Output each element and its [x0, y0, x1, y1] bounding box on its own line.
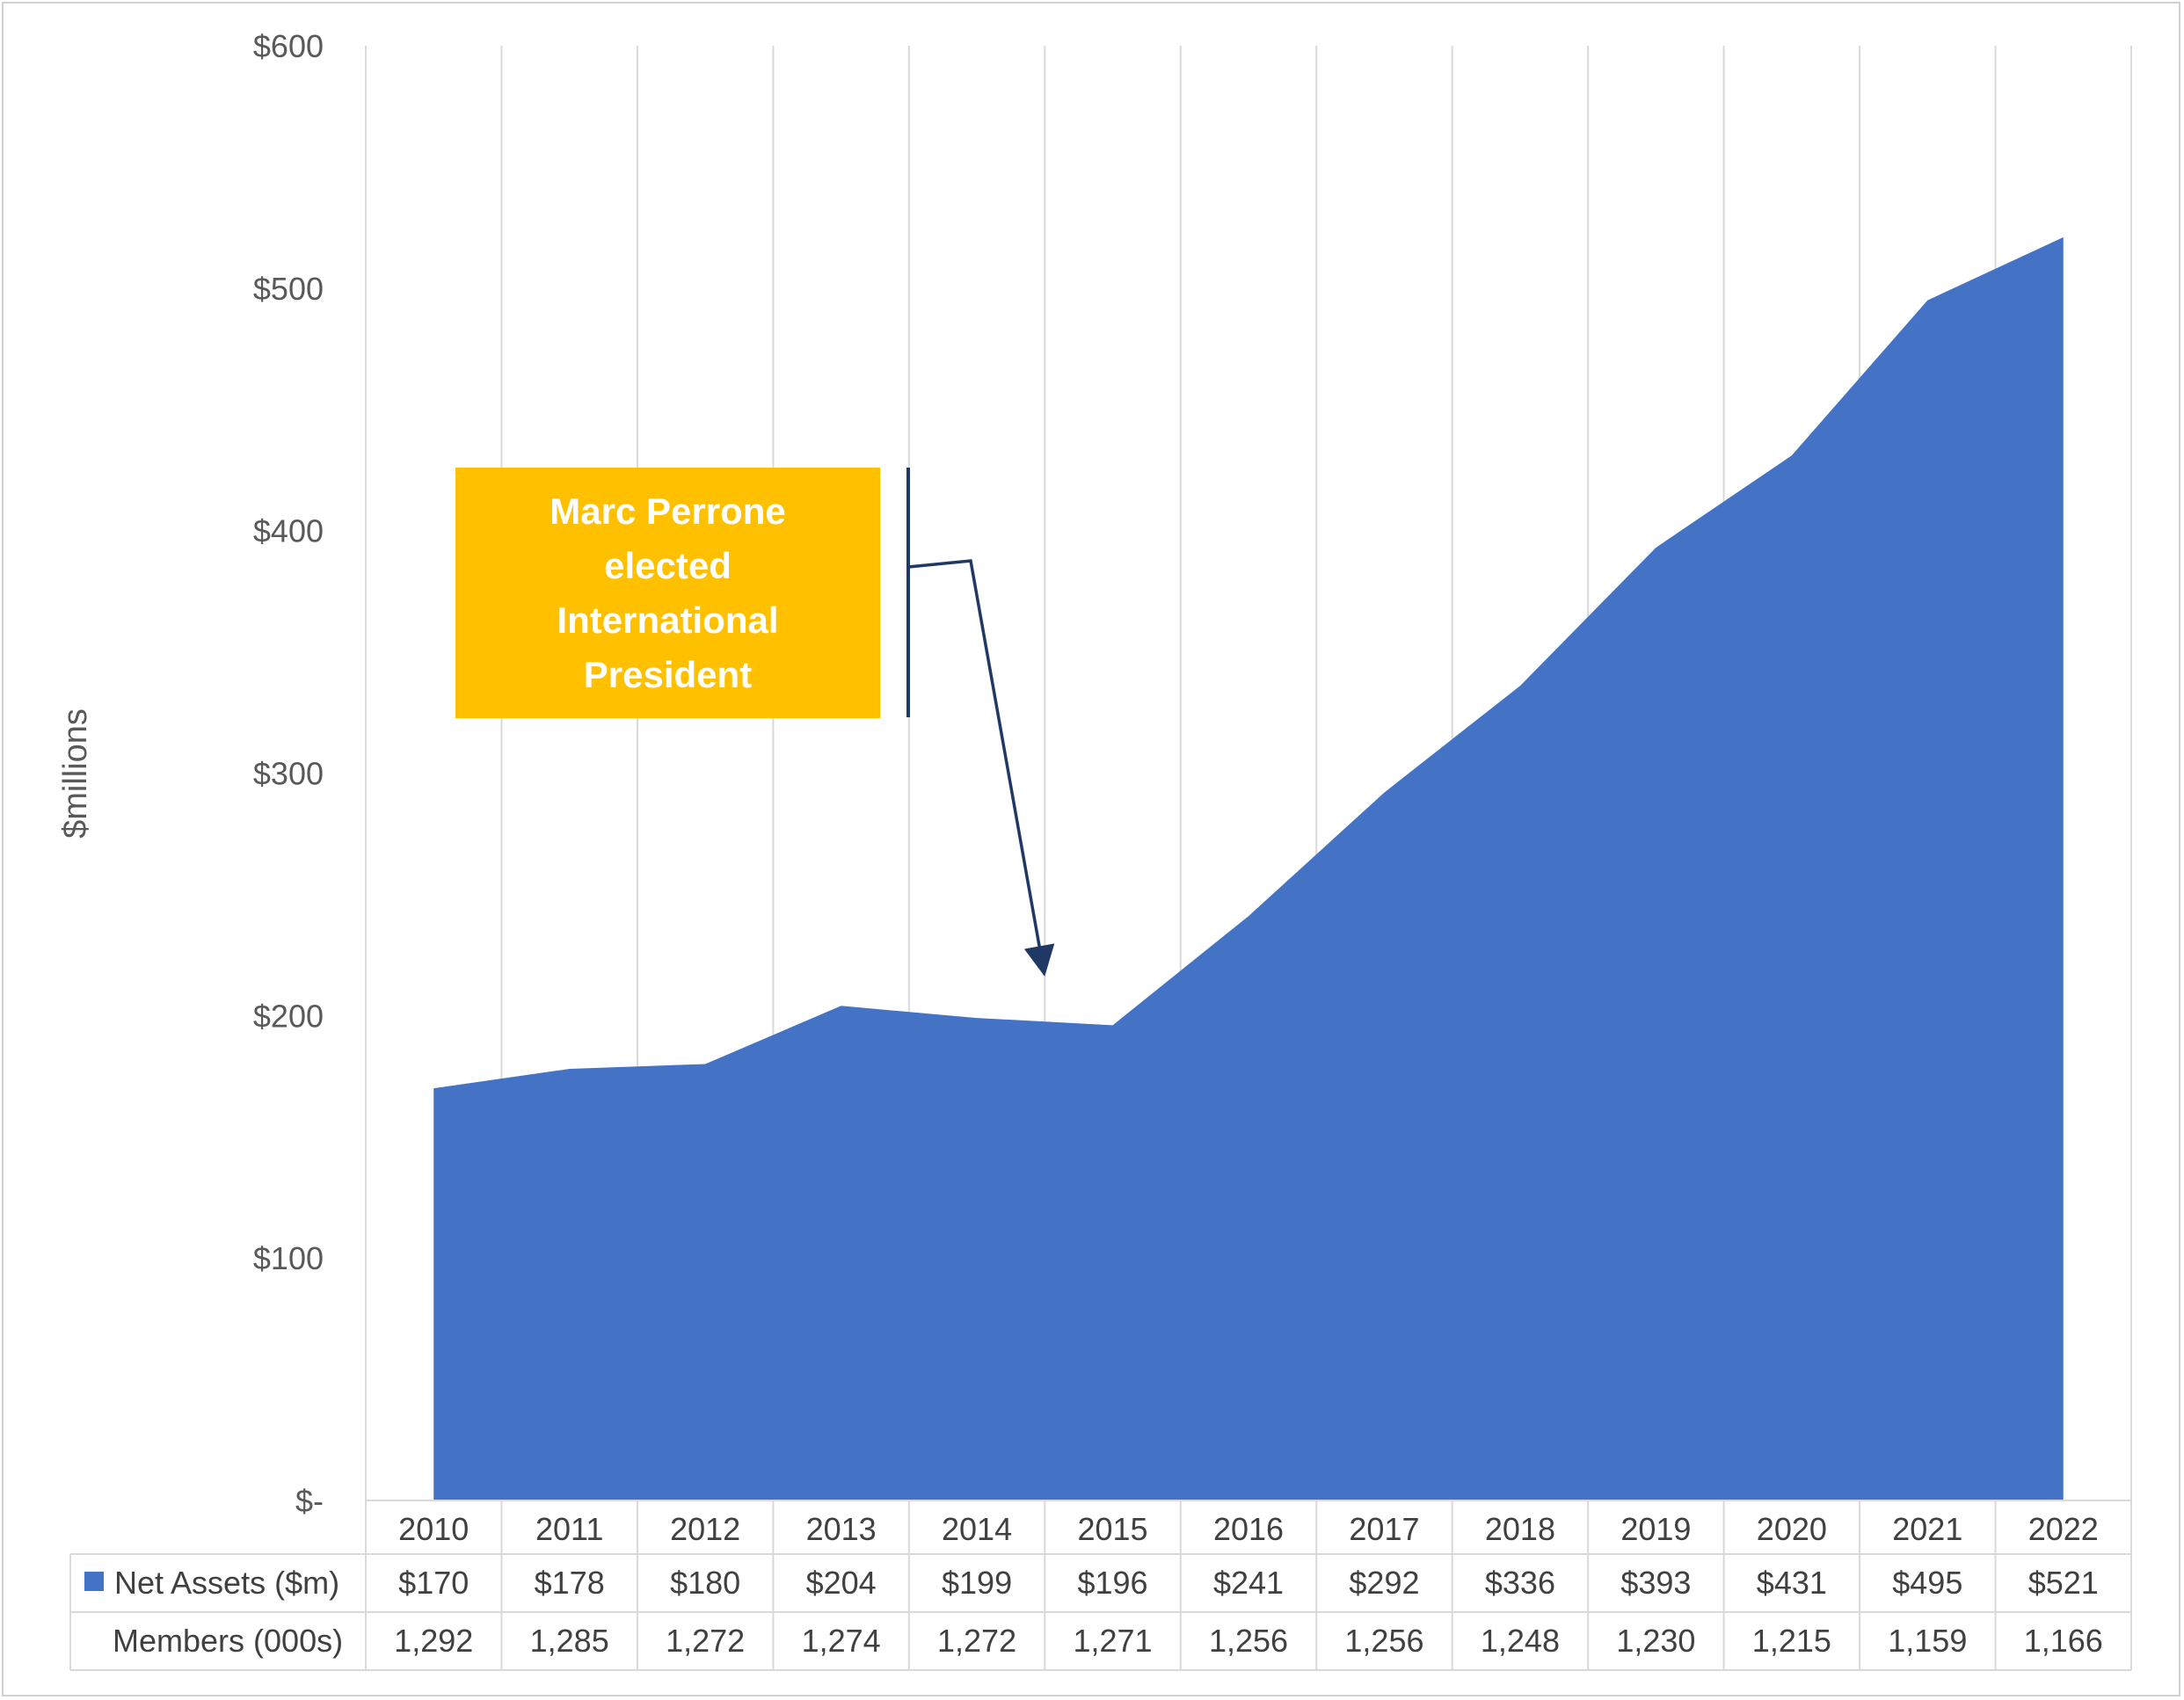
- x-tick-label: 2020: [1757, 1511, 1827, 1547]
- data-label: $495: [1892, 1565, 1962, 1601]
- table-cell: 1,272: [666, 1623, 745, 1659]
- table-row-label: Members (000s): [113, 1623, 343, 1659]
- net-assets-point-2021: [1926, 300, 1928, 301]
- net-assets-point-2018: [1519, 685, 1521, 687]
- net-assets-point-2019: [1655, 547, 1656, 549]
- table-cell: 1,166: [2024, 1623, 2103, 1659]
- net-assets-point-2012: [704, 1064, 706, 1065]
- table-row-label: Net Assets ($m): [114, 1565, 339, 1601]
- net-assets-point-2011: [569, 1068, 571, 1070]
- data-label: $336: [1485, 1565, 1555, 1601]
- data-label: $431: [1757, 1565, 1827, 1601]
- net-assets-point-2014: [976, 1017, 978, 1019]
- callout-line: International: [557, 599, 778, 641]
- y-tick-label: $600: [253, 28, 324, 64]
- x-tick-label: 2016: [1213, 1511, 1284, 1547]
- table-cell: 1,256: [1344, 1623, 1423, 1659]
- y-tick-label: $400: [253, 513, 324, 549]
- x-tick-label: 2011: [535, 1511, 603, 1547]
- table-cell: 1,274: [802, 1623, 881, 1659]
- y-axis-title: $millions: [57, 708, 94, 839]
- callout-arrow: [907, 559, 1055, 977]
- table-cell: 1,159: [1888, 1623, 1967, 1659]
- data-label: $521: [2028, 1565, 2099, 1601]
- x-tick-label: 2012: [670, 1511, 740, 1547]
- x-tick-label: 2017: [1349, 1511, 1419, 1547]
- x-tick-label: 2021: [1892, 1511, 1962, 1547]
- x-tick-label: 2013: [806, 1511, 877, 1547]
- data-label: $196: [1077, 1565, 1147, 1601]
- callout-box: [455, 468, 880, 718]
- x-tick-label: 2022: [2028, 1511, 2099, 1547]
- data-label: $178: [535, 1565, 605, 1601]
- data-label: $393: [1620, 1565, 1691, 1601]
- x-tick-label: 2019: [1620, 1511, 1691, 1547]
- x-tick-label: 2010: [398, 1511, 469, 1547]
- net-assets-point-2013: [841, 1005, 842, 1006]
- net-assets-point-2015: [1112, 1024, 1114, 1026]
- table-cell: 1,292: [394, 1623, 473, 1659]
- x-tick-label: 2015: [1077, 1511, 1147, 1547]
- net-assets-point-2017: [1383, 792, 1385, 794]
- annotation-callout: Marc Perrone elected International Presiden…: [455, 468, 1055, 977]
- table-cell: 1,256: [1209, 1623, 1288, 1659]
- y-tick-label: $200: [253, 998, 324, 1034]
- data-table: 2010 2011 2012 2013 2014 2015 2016 2017 2018 2019…: [69, 1500, 2132, 1671]
- data-label: $180: [670, 1565, 740, 1601]
- data-label: $241: [1213, 1565, 1284, 1601]
- table-cell: 1,285: [530, 1623, 609, 1659]
- y-tick-label: $300: [253, 756, 324, 792]
- legend-swatch: [84, 1572, 104, 1591]
- table-cell: 1,230: [1616, 1623, 1695, 1659]
- data-label: $292: [1349, 1565, 1419, 1601]
- table-cell: 1,271: [1073, 1623, 1152, 1659]
- y-axis: $- $100 $200 $300 $400 $500 $600: [253, 28, 324, 1519]
- table-cell: 1,248: [1481, 1623, 1560, 1659]
- data-label: $204: [806, 1565, 877, 1601]
- callout-line: President: [584, 654, 752, 695]
- net-assets-point-2016: [1248, 915, 1249, 917]
- net-assets-point-2010: [433, 1087, 434, 1089]
- table-cell: 1,215: [1752, 1623, 1831, 1659]
- y-tick-label: $100: [253, 1240, 324, 1276]
- data-label: $199: [942, 1565, 1012, 1601]
- x-tick-label: 2018: [1485, 1511, 1555, 1547]
- callout-line: elected: [604, 545, 732, 586]
- x-tick-label: 2014: [942, 1511, 1012, 1547]
- net-assets-area-layer: [433, 236, 2064, 1500]
- net-assets-area: [433, 236, 2064, 1500]
- callout-text: Marc Perrone elected International Presiden…: [550, 490, 785, 695]
- y-tick-label: $-: [295, 1483, 324, 1519]
- net-assets-point-2020: [1791, 454, 1793, 456]
- data-label: $170: [398, 1565, 469, 1601]
- table-cell: 1,272: [937, 1623, 1016, 1659]
- y-tick-label: $500: [253, 271, 324, 307]
- net-assets-point-2022: [2063, 236, 2064, 238]
- callout-line: Marc Perrone: [550, 490, 785, 532]
